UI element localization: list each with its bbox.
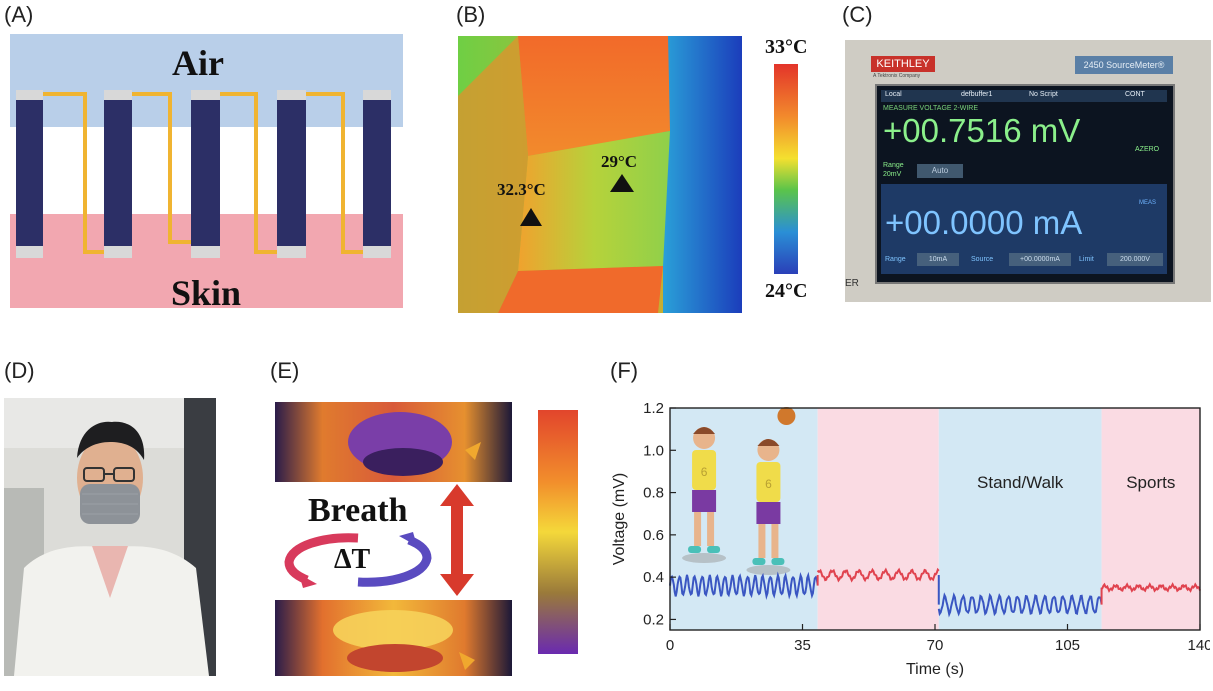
skin-label: Skin bbox=[171, 273, 242, 313]
panel-d-label: (D) bbox=[4, 358, 35, 383]
x-tick-label-4: 105 bbox=[1055, 637, 1080, 654]
figure-shooting: 6 bbox=[746, 407, 796, 575]
thermal-colorbar-e bbox=[538, 410, 578, 654]
status-script: No Script bbox=[1029, 91, 1058, 98]
sourcemeter-photo: KEITHLEY A Tektronix Company 2450 Source… bbox=[845, 40, 1211, 302]
arrow-pointer-bottom bbox=[459, 652, 475, 670]
leg-4 bbox=[277, 90, 306, 258]
arrow-pointer-top bbox=[465, 442, 481, 460]
status-buffer: defbuffer1 bbox=[961, 91, 993, 98]
y-tick-label-5: 1.0 bbox=[643, 442, 664, 459]
y-tick-label-4: 0.8 bbox=[643, 485, 664, 502]
region-label-4: Sports bbox=[1126, 473, 1175, 492]
leg-3 bbox=[191, 90, 220, 258]
voltage-time-chart: Stand/Walk Sports 6 6 0 35 70 105 140 0.2 0.4 0.6 0.… bbox=[611, 400, 1210, 678]
series-line-4 bbox=[1101, 582, 1201, 593]
temp-spot-1: 32.3°C bbox=[497, 180, 546, 199]
cycle-arrows-icon bbox=[284, 532, 432, 588]
panel-c-label: (C) bbox=[842, 2, 873, 27]
y-tick-label-1: 0.2 bbox=[643, 611, 664, 628]
bottom-range-button[interactable]: 10mA bbox=[917, 253, 959, 266]
marker-triangle-2 bbox=[610, 174, 634, 192]
jersey-number: 6 bbox=[765, 477, 772, 491]
series-line-2 bbox=[816, 567, 940, 583]
series-line-1 bbox=[669, 571, 819, 600]
y-tick-label-6: 1.2 bbox=[643, 400, 664, 417]
temperature-colorbar bbox=[774, 64, 798, 274]
meas-label: MEAS bbox=[1139, 200, 1157, 206]
panel-f-label: (F) bbox=[610, 358, 639, 383]
series-line-3 bbox=[937, 592, 1103, 618]
bottom-range-label: Range bbox=[885, 256, 906, 263]
status-bar: Local defbuffer1 No Script CONT bbox=[881, 90, 1167, 102]
voltage-reading: +00.7516 mV bbox=[883, 112, 1081, 149]
y-tick-label-3: 0.6 bbox=[643, 527, 664, 544]
brand-sub: A Tektronix Company bbox=[873, 73, 921, 79]
source-label: Source bbox=[971, 256, 994, 263]
figure-standing: 6 bbox=[682, 427, 727, 563]
leg-2 bbox=[104, 90, 132, 258]
y-tick-label-2: 0.4 bbox=[643, 569, 664, 586]
source-panel: MEAS +00.0000 mA Range 10mA Source +00.0… bbox=[881, 184, 1167, 274]
current-reading: +00.0000 mA bbox=[885, 204, 1083, 241]
region-bg-2 bbox=[817, 408, 939, 630]
limit-label: Limit bbox=[1079, 256, 1094, 263]
wire-connections bbox=[42, 92, 374, 254]
status-cont: CONT bbox=[1125, 91, 1145, 98]
range-value: 20mV bbox=[883, 171, 902, 178]
thermoelectric-schematic bbox=[10, 34, 403, 308]
marker-triangle-1 bbox=[520, 208, 542, 226]
panel-e-label: (E) bbox=[270, 358, 300, 383]
azero-label: AZERO bbox=[1135, 146, 1160, 153]
source-button[interactable]: +00.0000mA bbox=[1009, 253, 1071, 266]
region-label-3: Stand/Walk bbox=[977, 473, 1064, 492]
edge-text: ER bbox=[845, 278, 859, 289]
panel-b-label: (B) bbox=[456, 2, 486, 27]
y-axis-label: Voltage (mV) bbox=[611, 473, 628, 565]
jersey-number: 6 bbox=[701, 465, 708, 479]
temp-spot-2: 29°C bbox=[601, 152, 638, 171]
breath-label: Breath bbox=[308, 492, 408, 529]
double-arrow-icon bbox=[440, 484, 474, 596]
brand-logo: KEITHLEY bbox=[871, 56, 935, 72]
x-tick-label-5: 140 bbox=[1187, 637, 1210, 654]
x-tick-label-1: 0 bbox=[666, 637, 674, 654]
leg-5 bbox=[363, 90, 391, 258]
limit-button[interactable]: 200.000V bbox=[1107, 253, 1163, 266]
range-auto-button[interactable]: Auto bbox=[917, 164, 963, 178]
x-tick-label-2: 35 bbox=[794, 637, 811, 654]
x-axis-label: Time (s) bbox=[906, 661, 964, 678]
person-photo bbox=[4, 398, 216, 676]
delta-t-label: ΔT bbox=[334, 544, 371, 575]
thermal-image-arm bbox=[458, 36, 742, 313]
leg-1 bbox=[16, 90, 43, 258]
thermal-face-bottom bbox=[275, 600, 512, 676]
model-badge: 2450 SourceMeter® bbox=[1075, 56, 1173, 74]
thermoelectric-legs bbox=[16, 90, 391, 258]
air-label: Air bbox=[172, 43, 224, 83]
region-bg-4 bbox=[1101, 408, 1200, 630]
colorbar-max-label: 33°C bbox=[765, 36, 808, 58]
thermal-face-top bbox=[275, 402, 512, 482]
region-bg-1 bbox=[670, 408, 818, 630]
measure-title: MEASURE VOLTAGE 2-WIRE bbox=[883, 105, 979, 112]
region-bg-3 bbox=[938, 408, 1102, 630]
panel-a-label: (A) bbox=[4, 2, 34, 27]
status-local: Local bbox=[885, 91, 902, 98]
colorbar-min-label: 24°C bbox=[765, 280, 808, 302]
range-label: Range bbox=[883, 162, 904, 169]
device-screen: Local defbuffer1 No Script CONT MEASURE … bbox=[875, 84, 1175, 284]
x-tick-label-3: 70 bbox=[927, 637, 944, 654]
